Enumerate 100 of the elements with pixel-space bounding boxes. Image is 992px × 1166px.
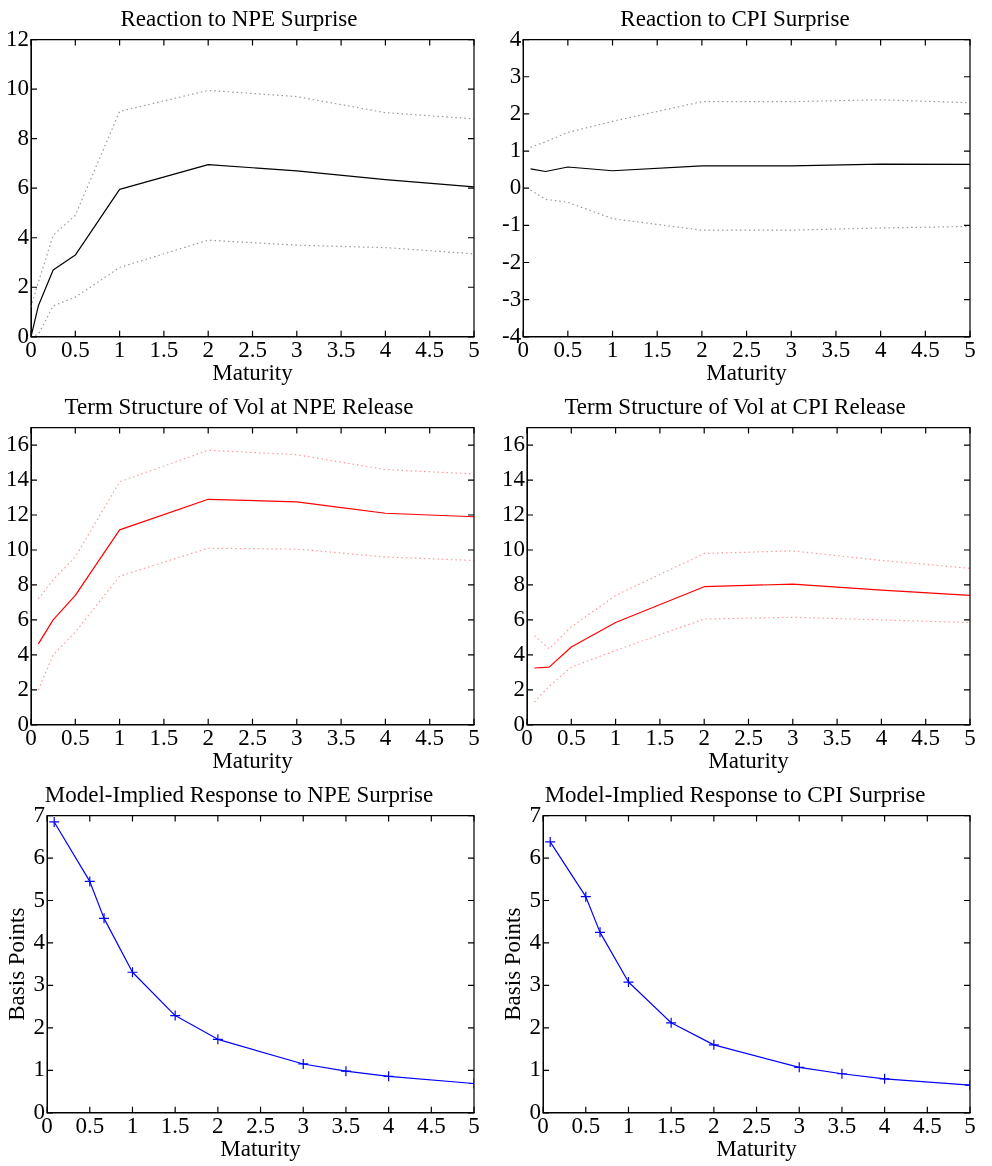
point [580,891,592,903]
x-tick-label: 2.5 [742,1112,771,1138]
x-tick-label: 1.5 [160,1112,190,1138]
chart-title: Model-Implied Response to NPE Surprise [44,781,434,807]
y-tick-label: 4 [529,929,542,955]
y-tick-label: 12 [6,501,29,527]
x-tick-label: 1 [606,336,619,362]
x-axis-title: Maturity [708,748,790,774]
y-tick-label: 10 [502,536,525,562]
y-tick-label: 6 [513,605,525,631]
x-tick-label: 5 [964,724,976,750]
x-tick-label: 4 [379,336,392,362]
x-tick-label: 5 [964,1112,976,1138]
x-tick-label: 4 [874,336,887,362]
x-axis-title: Maturity [706,360,788,386]
point [622,976,635,988]
line-series [529,99,970,148]
point [169,1009,181,1022]
y-tick-label: 2 [17,675,29,701]
y-tick-label: 2 [529,1013,542,1039]
chart-title: Reaction to CPI Surprise [620,5,850,31]
x-tick-label: 3 [291,336,303,362]
y-tick-label: 12 [6,25,29,51]
x-tick-label: 4 [878,1112,891,1138]
y-tick-label: 1 [33,1056,46,1082]
x-tick-label: 4 [875,724,888,750]
point [836,1068,848,1080]
y-tick-label: 5 [529,886,542,912]
x-tick-label: 3.5 [822,724,852,750]
x-tick-label: 2.5 [734,724,763,750]
x-tick-label: 1 [113,724,126,750]
y-tick-label: 12 [502,501,525,527]
x-tick-label: 2 [708,1112,720,1138]
chart-title: Reaction to NPE Surprise [120,5,358,31]
point [84,875,96,888]
x-tick-label: 1.5 [645,724,675,750]
x-tick-label: 5 [468,724,480,750]
point [544,836,556,848]
y-axis-title: Basis Points [3,907,29,1021]
x-tick-label: 3 [297,1112,309,1138]
point [340,1065,352,1077]
x-tick-label: 3.5 [827,1112,857,1138]
y-tick-label: 3 [33,971,46,997]
x-tick-label: 2 [212,1112,224,1138]
y-tick-label: 4 [513,640,526,666]
x-tick-label: 1.5 [149,336,179,362]
y-tick-label: 6 [17,605,29,631]
y-tick-label: 4 [33,929,46,955]
point [793,1061,805,1073]
x-tick-label: 2 [202,336,214,362]
x-tick-label: 0.5 [553,336,583,362]
x-tick-label: 3.5 [326,724,356,750]
x-tick-label: 5 [468,1112,480,1138]
y-tick-label: 6 [529,844,542,870]
x-tick-label: 2.5 [238,336,267,362]
point [594,926,606,938]
line-series [529,189,970,231]
x-tick-label: 2.5 [732,336,761,362]
y-tick-label: 7 [529,801,542,827]
y-tick-label: 2 [513,675,525,701]
point [383,1070,395,1082]
x-tick-label: 2 [202,724,214,750]
x-tick-label: 1 [622,1112,635,1138]
y-tick-label: 3 [509,62,522,88]
y-tick-label: -3 [501,285,522,311]
x-tick-label: 4 [382,1112,395,1138]
x-tick-label: 0.5 [571,1112,601,1138]
point [665,1017,677,1029]
x-tick-label: 4 [379,724,392,750]
y-tick-label: 8 [17,570,29,596]
y-axis-title: Basis Points [499,907,525,1021]
chart-title: Term Structure of Vol at CPI Release [564,393,906,419]
point [98,912,110,924]
x-tick-label: 2 [696,336,708,362]
x-tick-label: 1.5 [656,1112,686,1138]
x-tick-label: 4.5 [912,1112,942,1138]
x-tick-label: 3 [785,336,798,362]
x-tick-label: 3 [787,724,799,750]
y-tick-label: 1 [509,137,522,163]
x-tick-label: 3 [793,1112,805,1138]
x-tick-label: 0.5 [75,1112,105,1138]
x-tick-label: 1 [126,1112,139,1138]
x-tick-label: 3.5 [821,336,851,362]
x-tick-label: 2.5 [238,724,267,750]
point [126,966,139,978]
x-tick-label: 1 [113,336,126,362]
x-tick-label: 0.5 [556,724,586,750]
x-axis-title: Maturity [220,1136,302,1162]
y-tick-label: 4 [17,640,30,666]
y-tick-label: 5 [33,886,46,912]
y-tick-label: 16 [502,431,525,457]
y-tick-label: 14 [502,466,526,492]
point [297,1058,309,1070]
line-series [533,550,970,650]
x-tick-label: 1.5 [149,724,179,750]
y-tick-label: 4 [509,25,522,51]
line-series [533,616,970,703]
point [212,1033,224,1045]
y-tick-label: 10 [6,536,29,562]
x-axis-title: Maturity [212,360,294,386]
